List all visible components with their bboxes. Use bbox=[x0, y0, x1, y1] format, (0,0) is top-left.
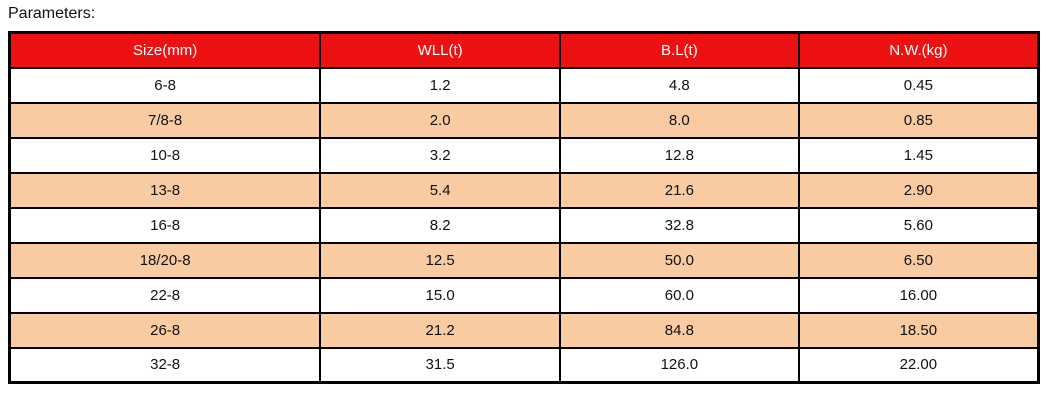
column-header-size: Size(mm) bbox=[8, 31, 322, 69]
table-cell: 22-8 bbox=[8, 276, 322, 314]
table-cell: 32-8 bbox=[8, 346, 322, 384]
table-cell: 2.0 bbox=[319, 101, 561, 139]
table-row: 22-8 15.0 60.0 16.00 bbox=[8, 276, 1040, 314]
table-row: 10-8 3.2 12.8 1.45 bbox=[8, 136, 1040, 174]
table-header-row: Size(mm) WLL(t) B.L(t) N.W.(kg) bbox=[8, 31, 1040, 69]
table-row: 13-8 5.4 21.6 2.90 bbox=[8, 171, 1040, 209]
page-title: Parameters: bbox=[8, 5, 96, 22]
table-cell: 6-8 bbox=[8, 66, 322, 104]
table-cell: 18/20-8 bbox=[8, 241, 322, 279]
table-cell: 1.2 bbox=[319, 66, 561, 104]
table-cell: 12.5 bbox=[319, 241, 561, 279]
table-cell: 12.8 bbox=[559, 136, 800, 174]
column-header-wll: WLL(t) bbox=[319, 31, 561, 69]
column-header-nw: N.W.(kg) bbox=[797, 31, 1040, 69]
table-cell: 126.0 bbox=[559, 346, 800, 384]
table-cell: 3.2 bbox=[319, 136, 561, 174]
table-cell: 2.90 bbox=[797, 171, 1040, 209]
table-cell: 0.85 bbox=[797, 101, 1040, 139]
table-cell: 22.00 bbox=[797, 346, 1040, 384]
table-cell: 26-8 bbox=[8, 311, 322, 349]
table-cell: 50.0 bbox=[559, 241, 800, 279]
parameters-table: Size(mm) WLL(t) B.L(t) N.W.(kg) 6-8 1.2 4.… bbox=[8, 31, 1040, 384]
table-cell: 7/8-8 bbox=[8, 101, 322, 139]
table-row: 16-8 8.2 32.8 5.60 bbox=[8, 206, 1040, 244]
table-row: 6-8 1.2 4.8 0.45 bbox=[8, 66, 1040, 104]
table-cell: 32.8 bbox=[559, 206, 800, 244]
table-cell: 10-8 bbox=[8, 136, 322, 174]
table-cell: 31.5 bbox=[319, 346, 561, 384]
table-cell: 16-8 bbox=[8, 206, 322, 244]
table-cell: 6.50 bbox=[797, 241, 1040, 279]
table-cell: 1.45 bbox=[797, 136, 1040, 174]
table-row: 18/20-8 12.5 50.0 6.50 bbox=[8, 241, 1040, 279]
table-cell: 8.2 bbox=[319, 206, 561, 244]
table-cell: 84.8 bbox=[559, 311, 800, 349]
table-cell: 21.2 bbox=[319, 311, 561, 349]
table-cell: 13-8 bbox=[8, 171, 322, 209]
table-cell: 21.6 bbox=[559, 171, 800, 209]
table-cell: 5.4 bbox=[319, 171, 561, 209]
table-row: 26-8 21.2 84.8 18.50 bbox=[8, 311, 1040, 349]
column-header-bl: B.L(t) bbox=[559, 31, 800, 69]
table-cell: 16.00 bbox=[797, 276, 1040, 314]
table-cell: 15.0 bbox=[319, 276, 561, 314]
table-row: 32-8 31.5 126.0 22.00 bbox=[8, 346, 1040, 384]
table-cell: 8.0 bbox=[559, 101, 800, 139]
table-row: 7/8-8 2.0 8.0 0.85 bbox=[8, 101, 1040, 139]
table-body: 6-8 1.2 4.8 0.45 7/8-8 2.0 8.0 0.85 10-8 3.2 12.8 1… bbox=[8, 66, 1040, 384]
table-cell: 0.45 bbox=[797, 66, 1040, 104]
table-cell: 18.50 bbox=[797, 311, 1040, 349]
table-cell: 4.8 bbox=[559, 66, 800, 104]
table-cell: 60.0 bbox=[559, 276, 800, 314]
table-cell: 5.60 bbox=[797, 206, 1040, 244]
